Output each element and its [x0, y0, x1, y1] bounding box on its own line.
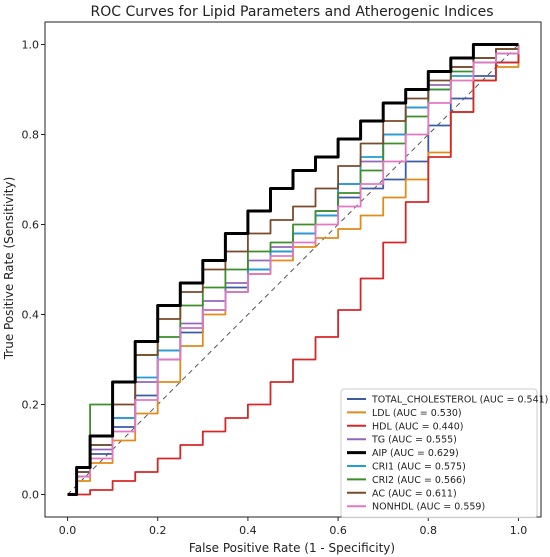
chart-title: ROC Curves for Lipid Parameters and Athe…	[90, 4, 493, 20]
x-tick-label: 1.0	[510, 524, 528, 537]
legend: TOTAL_CHOLESTEROL (AUC = 0.541) LDL (AUC …	[340, 388, 548, 519]
y-tick-label: 1.0	[22, 39, 40, 52]
x-tick-label: 0.4	[239, 524, 257, 537]
legend-box	[340, 388, 538, 519]
x-tick-label: 0.2	[149, 524, 167, 537]
y-axis-label: True Positive Rate (Sensitivity)	[2, 177, 16, 361]
x-axis-label: False Positive Rate (1 - Specificity)	[189, 541, 395, 555]
legend-entry-label: AC (AUC = 0.611)	[372, 488, 457, 499]
x-tick-label: 0.0	[59, 524, 77, 537]
y-tick-label: 0.6	[22, 219, 40, 232]
legend-entry-label: HDL (AUC = 0.440)	[372, 421, 463, 432]
y-tick-label: 0.8	[22, 129, 40, 142]
legend-entry-label: TG (AUC = 0.555)	[371, 435, 457, 446]
legend-entry-label: AIP (AUC = 0.629)	[372, 448, 459, 459]
roc-curve-line	[67, 44, 520, 496]
y-tick-label: 0.4	[22, 309, 40, 322]
x-tick-label: 0.6	[329, 524, 347, 537]
y-tick-label: 0.2	[22, 399, 40, 412]
x-tick-label: 0.8	[420, 524, 438, 537]
plot-frame	[44, 21, 542, 518]
legend-entry-label: CRI2 (AUC = 0.566)	[372, 475, 466, 486]
legend-entry-label: LDL (AUC = 0.530)	[372, 408, 462, 419]
legend-entry-label: NONHDL (AUC = 0.559)	[372, 502, 485, 513]
plot-area: 0.0 0.2 0.4 0.6 0.8 1.0 0.0 0.2 0.4 0.6 0.8 1.0	[22, 21, 542, 537]
y-tick-label: 0.0	[22, 489, 40, 502]
roc-curve-line	[67, 43, 519, 496]
legend-entry-label: CRI1 (AUC = 0.575)	[372, 462, 466, 473]
legend-entry-label: TOTAL_CHOLESTEROL (AUC = 0.541)	[371, 395, 548, 406]
reference-diagonal-line	[67, 44, 519, 495]
roc-curve-line	[67, 44, 520, 496]
